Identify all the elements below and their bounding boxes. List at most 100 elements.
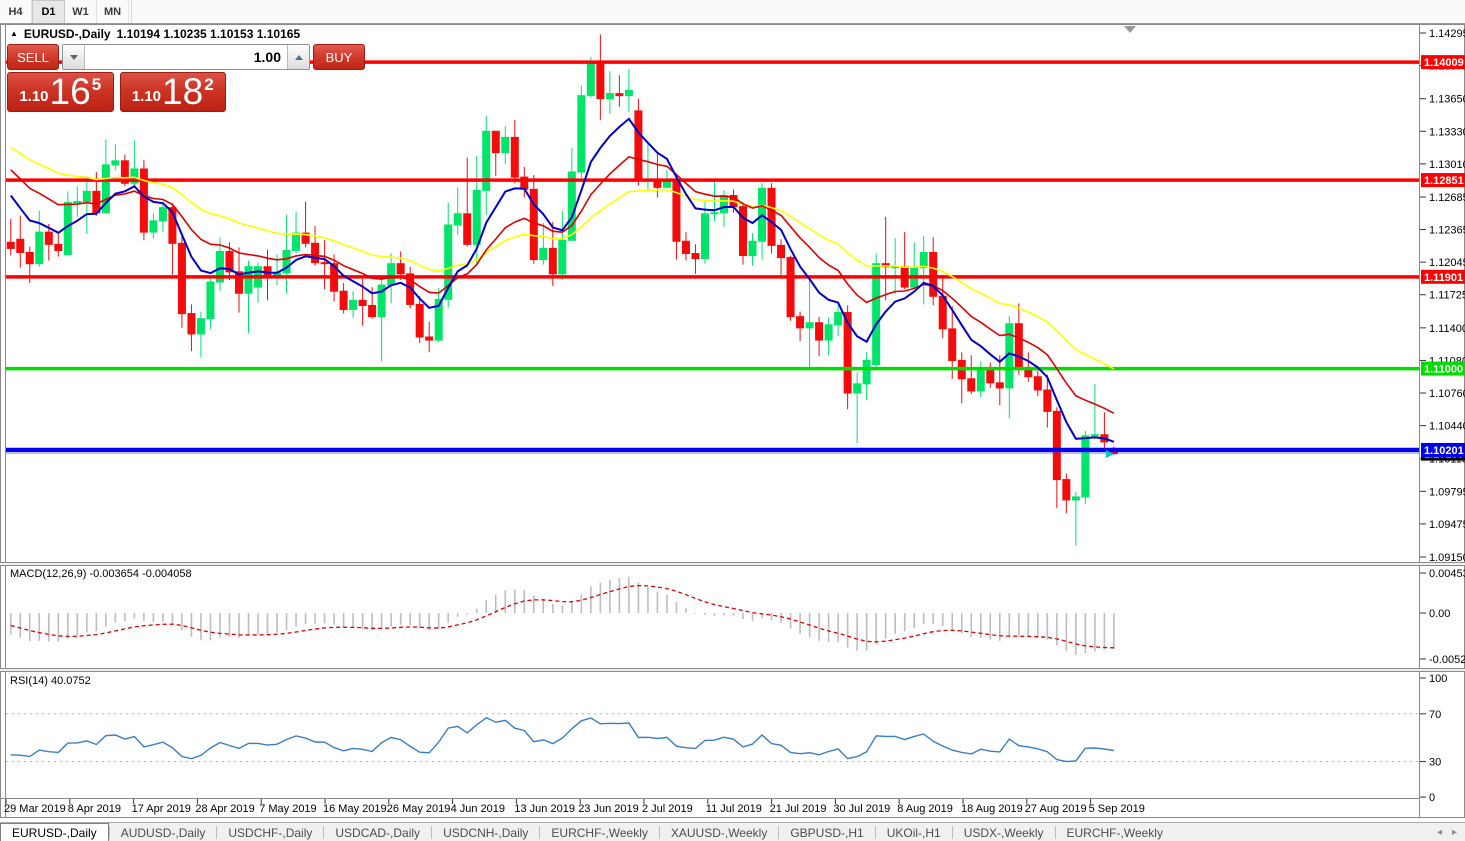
tab-scroll-left-icon[interactable]: ◂ (1436, 827, 1442, 838)
buy-price-button[interactable]: 1.10 18 2 (119, 72, 226, 112)
collapse-arrow-icon[interactable]: ▲ (10, 29, 18, 38)
candle-body (539, 247, 548, 261)
volume-increase-button[interactable] (287, 45, 309, 69)
tab-separator (216, 826, 218, 839)
sell-price-pip: 5 (91, 75, 102, 94)
candle-body (215, 250, 224, 283)
tab-separator (108, 826, 110, 839)
tab-eurchf-weekly[interactable]: EURCHF-,Weekly (1066, 825, 1163, 840)
candle-body (472, 189, 481, 245)
candle-body (1033, 376, 1042, 391)
date-tick-label: 8 Apr 2019 (68, 803, 121, 815)
date-tick-label: 29 Mar 2019 (4, 803, 66, 815)
tab-scroll-right-icon[interactable]: ▸ (1451, 827, 1457, 838)
candle-body (396, 263, 405, 275)
timeframe-button-w1[interactable]: W1 (65, 0, 97, 23)
volume-decrease-button[interactable] (63, 45, 85, 69)
timeframe-toolbar: H4 D1 W1 MN (0, 0, 1465, 24)
candle-body (796, 316, 805, 329)
date-tick-label: 18 Aug 2019 (961, 803, 1023, 815)
macd-label: MACD(12,26,9) -0.003654 -0.004058 (10, 568, 192, 580)
axis-tick-label: 0.00 (1429, 608, 1450, 620)
tab-ukoil-h1[interactable]: UKOil-,H1 (886, 825, 941, 840)
candle-body (596, 62, 605, 100)
volume-input[interactable] (85, 45, 287, 69)
timeframe-button-h4[interactable]: H4 (0, 0, 32, 23)
tab-gbpusd-h1[interactable]: GBPUSD-,H1 (790, 825, 864, 840)
candle-body (1052, 410, 1061, 481)
rsi-label: RSI(14) 40.0752 (10, 675, 91, 687)
candle-body (843, 312, 852, 394)
timeframe-button-d1[interactable]: D1 (32, 0, 65, 23)
hline-badge-1.11000 (1421, 361, 1465, 376)
chart-title: ▲ EURUSD-,Daily 1.10194 1.10235 1.10153 … (10, 27, 300, 41)
axis-tick-label: 1.10440 (1429, 421, 1465, 433)
axis-tick-label: 1.09475 (1429, 519, 1465, 531)
candle-body (415, 303, 424, 338)
date-tick-label: 5 Sep 2019 (1089, 803, 1145, 815)
candle-body (672, 179, 681, 242)
axis-tick-label: 1.14295 (1429, 28, 1465, 40)
candle-body (292, 232, 301, 251)
candle-body (691, 252, 700, 260)
candle-body (73, 201, 82, 204)
candle-body (700, 213, 709, 260)
axis-tick-label: 70 (1429, 709, 1441, 721)
candle-body (44, 231, 53, 245)
hline-badge-1.11901-text: 1.11901 (1424, 272, 1463, 284)
date-tick-label: 8 Aug 2019 (897, 803, 953, 815)
tab-xauusd-weekly[interactable]: XAUUSD-,Weekly (670, 825, 768, 840)
candle-body (862, 359, 871, 385)
tab-eurusd-daily[interactable]: EURUSD-,Daily (0, 823, 109, 841)
candle-body (777, 244, 786, 259)
sell-price-main: 16 (49, 70, 91, 112)
spinner-up-icon (294, 54, 303, 60)
candle-body (938, 295, 947, 330)
tab-separator (874, 826, 876, 839)
candle-body (786, 257, 795, 318)
axis-tick-label: 100 (1429, 673, 1447, 685)
candle-body (234, 271, 243, 294)
candle-body (196, 318, 205, 335)
chart-ohlc-values: 1.10194 1.10235 1.10153 1.10165 (116, 27, 301, 41)
tab-usdx-weekly[interactable]: USDX-,Weekly (963, 825, 1044, 840)
candle-body (425, 336, 434, 341)
axis-tick-label: -0.005205 (1429, 654, 1465, 666)
pane-splitter[interactable] (0, 562, 1465, 566)
tab-usdcnh-daily[interactable]: USDCNH-,Daily (443, 825, 529, 840)
candle-body (206, 281, 215, 320)
sell-button[interactable]: SELL (7, 44, 59, 70)
tab-usdcad-daily[interactable]: USDCAD-,Daily (335, 825, 421, 840)
sell-price-button[interactable]: 1.10 16 5 (7, 72, 114, 112)
candle-body (967, 378, 976, 392)
candle-body (349, 299, 358, 311)
tab-usdchf-daily[interactable]: USDCHF-,Daily (228, 825, 313, 840)
axis-tick-label: 0.004536 (1429, 568, 1465, 580)
chart-window-border (0, 24, 1465, 818)
tab-eurchf-weekly[interactable]: EURCHF-,Weekly (551, 825, 648, 840)
date-tick-label: 2 Jul 2019 (642, 803, 693, 815)
chart-shift-marker-icon[interactable] (1124, 26, 1136, 33)
hline-badge-1.12851-text: 1.12851 (1424, 175, 1464, 187)
tab-separator (658, 826, 660, 839)
tab-audusd-daily[interactable]: AUDUSD-,Daily (120, 825, 206, 840)
price-pane[interactable] (6, 34, 1419, 546)
symbol-tab-bar: EURUSD-,Daily AUDUSD-,Daily USDCHF-,Daily U… (0, 822, 1465, 841)
hline-badge-1.10201 (1421, 442, 1465, 457)
candle-body (558, 239, 567, 275)
pane-splitter[interactable] (0, 668, 1465, 672)
timeframe-button-mn[interactable]: MN (97, 0, 129, 23)
candle-body (834, 312, 843, 326)
candle-body (101, 164, 110, 214)
tab-separator (323, 826, 325, 839)
buy-button[interactable]: BUY (313, 44, 365, 70)
hline-badge-1.12851 (1421, 173, 1465, 188)
rsi-pane (6, 713, 1419, 763)
candle-body (111, 160, 120, 166)
candle-body (482, 130, 491, 191)
candle-body (624, 90, 633, 97)
candle-body (6, 241, 15, 249)
axis-tick-label: 0 (1429, 792, 1435, 804)
